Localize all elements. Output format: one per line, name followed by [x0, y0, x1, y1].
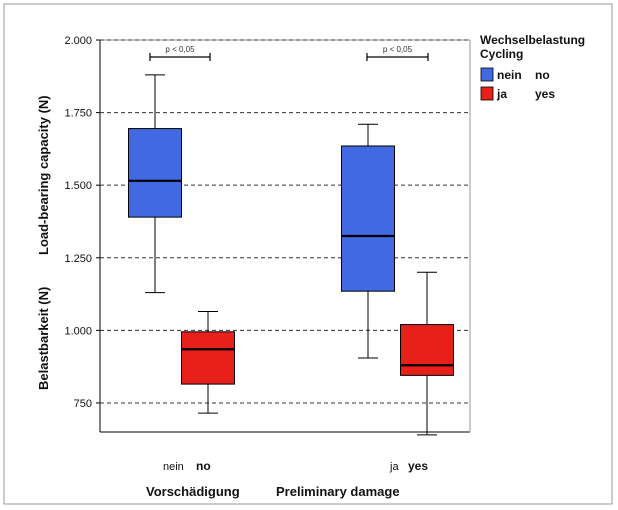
p-value-label: p < 0,05	[383, 45, 413, 54]
legend-label-en-yes: yes	[535, 87, 555, 101]
box-iqr	[341, 145, 395, 292]
y-axis-title-en: Load-bearing capacity (N)	[36, 95, 51, 255]
category-label-en-1: yes	[408, 459, 428, 473]
y-tick-label-1000: 1.000	[64, 325, 92, 337]
box-no-no	[128, 74, 182, 294]
x-axis-title-de: Vorschädigung	[146, 484, 240, 499]
legend-label-de-yes: ja	[496, 87, 507, 101]
significance-annotations: p < 0,05 p < 0,05	[149, 45, 429, 61]
box-iqr	[400, 324, 454, 376]
box-no-yes	[341, 123, 395, 359]
legend-title-de: Wechselbelastung	[480, 33, 585, 47]
box-yes-no	[181, 310, 235, 414]
legend-title-en: Cycling	[480, 47, 523, 61]
y-axis-title-de: Belastbarkeit (N)	[36, 287, 51, 390]
legend-label-en-no: no	[535, 68, 550, 82]
y-tick-label-750: 750	[74, 398, 92, 410]
significance-bracket-1: p < 0,05	[366, 45, 429, 61]
legend-label-de-no: nein	[497, 68, 522, 82]
figure-border	[3, 3, 613, 505]
box-iqr	[181, 331, 235, 385]
p-value-label: p < 0,05	[165, 45, 195, 54]
category-label-de-0: nein	[163, 461, 184, 473]
category-label-de-1: ja	[389, 461, 399, 473]
legend-swatch-yes	[480, 86, 494, 101]
legend-swatch-no	[480, 67, 494, 82]
significance-bracket-0: p < 0,05	[149, 45, 211, 61]
y-tick-label-1500: 1.500	[64, 180, 92, 192]
category-label-en-0: no	[196, 459, 211, 473]
y-axis-ticks: 750 1.000 1.250 1.500 1.750 2.000	[64, 35, 100, 410]
legend: Wechselbelastung Cycling nein no ja yes	[480, 33, 585, 101]
boxes	[128, 74, 454, 436]
y-tick-label-1750: 1.750	[64, 108, 92, 120]
x-axis-title-en: Preliminary damage	[276, 484, 400, 499]
y-tick-label-1250: 1.250	[64, 253, 92, 265]
box-yes-yes	[400, 271, 454, 436]
box-iqr	[128, 128, 182, 218]
y-tick-label-2000: 2.000	[64, 35, 92, 47]
